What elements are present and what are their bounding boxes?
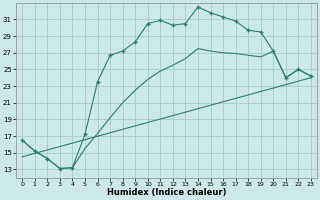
X-axis label: Humidex (Indice chaleur): Humidex (Indice chaleur) [107, 188, 226, 197]
